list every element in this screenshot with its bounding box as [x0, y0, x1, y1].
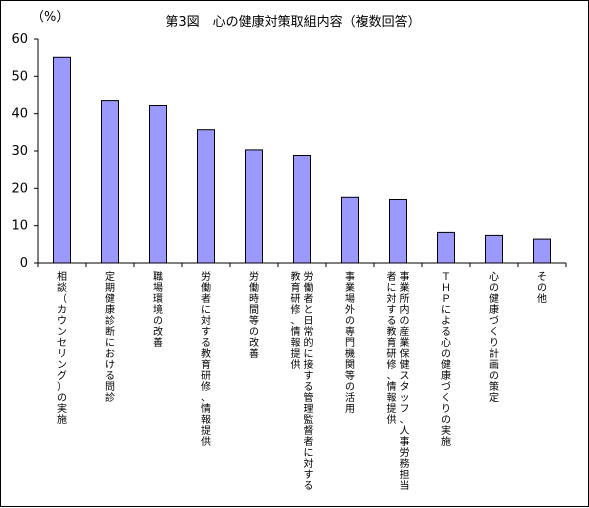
bar: [101, 100, 119, 264]
bar: [485, 234, 503, 264]
category-label-line: その他: [537, 271, 547, 305]
category-label-line: 教育研修、情報提供: [291, 270, 301, 371]
category-label-line: 者に対する教育研修、情報提供: [387, 271, 397, 426]
category-label-line: 心の健康づくり計画の策定: [489, 271, 499, 404]
y-tick-label: 60: [11, 32, 28, 47]
bar: [197, 129, 215, 264]
y-tick-label: 50: [11, 69, 28, 84]
category-label: 職場環境の改善: [153, 271, 163, 349]
category-label-line: 労働時間等の改善: [249, 270, 259, 360]
category-label-line: 労働者に対する教育研修、情報提供: [201, 270, 211, 448]
bar: [245, 149, 263, 264]
bar: [533, 238, 551, 264]
category-label-line: 定期健康診断における問診: [105, 270, 115, 404]
y-tick-label: 30: [11, 144, 28, 159]
bar: [149, 105, 167, 264]
bar: [293, 155, 311, 264]
category-label: 事業場外の専門機関等の活用: [345, 270, 355, 415]
category-label-line: 事業所内の産業保健スタッフ、人事労務担当: [400, 270, 410, 492]
category-label-line: 職場環境の改善: [153, 271, 163, 349]
bar: [341, 196, 359, 264]
category-label-line: 事業場外の専門機関等の活用: [345, 270, 355, 415]
bar: [389, 199, 407, 264]
y-tick-label: 0: [20, 256, 28, 271]
y-tick-label: 20: [11, 181, 28, 196]
y-tick-label: 40: [11, 107, 28, 122]
category-label: 労働者に対する教育研修、情報提供: [201, 270, 211, 448]
category-label: 相談（カウンセリング）の実施: [57, 270, 67, 426]
bar: [437, 231, 455, 264]
category-label-line: 労働者と日常的に接する管理監督者に対する: [304, 270, 314, 492]
bar: [53, 56, 71, 264]
category-label: その他: [537, 271, 547, 305]
category-labels-group: 相談（カウンセリング）の実施 定期健康診断における問診 職場環境の改善 労働者に対する…: [57, 270, 547, 492]
category-label-line: 相談（カウンセリング）の実施: [57, 270, 67, 426]
y-axis-unit-label: （%）: [31, 10, 69, 25]
chart-title: 第3図 心の健康対策取組内容（複数回答）: [165, 14, 420, 30]
axes-group: 0 10 20 30 40 50 60: [11, 32, 567, 271]
category-label-line: ＴＨＰによる心の健康づくりの実施: [441, 272, 451, 448]
bars-group: [53, 56, 551, 264]
category-label: ＴＨＰによる心の健康づくりの実施: [441, 272, 451, 448]
category-label: 心の健康づくり計画の策定: [489, 271, 499, 404]
category-label: 労働時間等の改善: [249, 270, 259, 360]
y-tick-label: 10: [11, 219, 28, 234]
category-label: 定期健康診断における問診: [105, 270, 115, 404]
